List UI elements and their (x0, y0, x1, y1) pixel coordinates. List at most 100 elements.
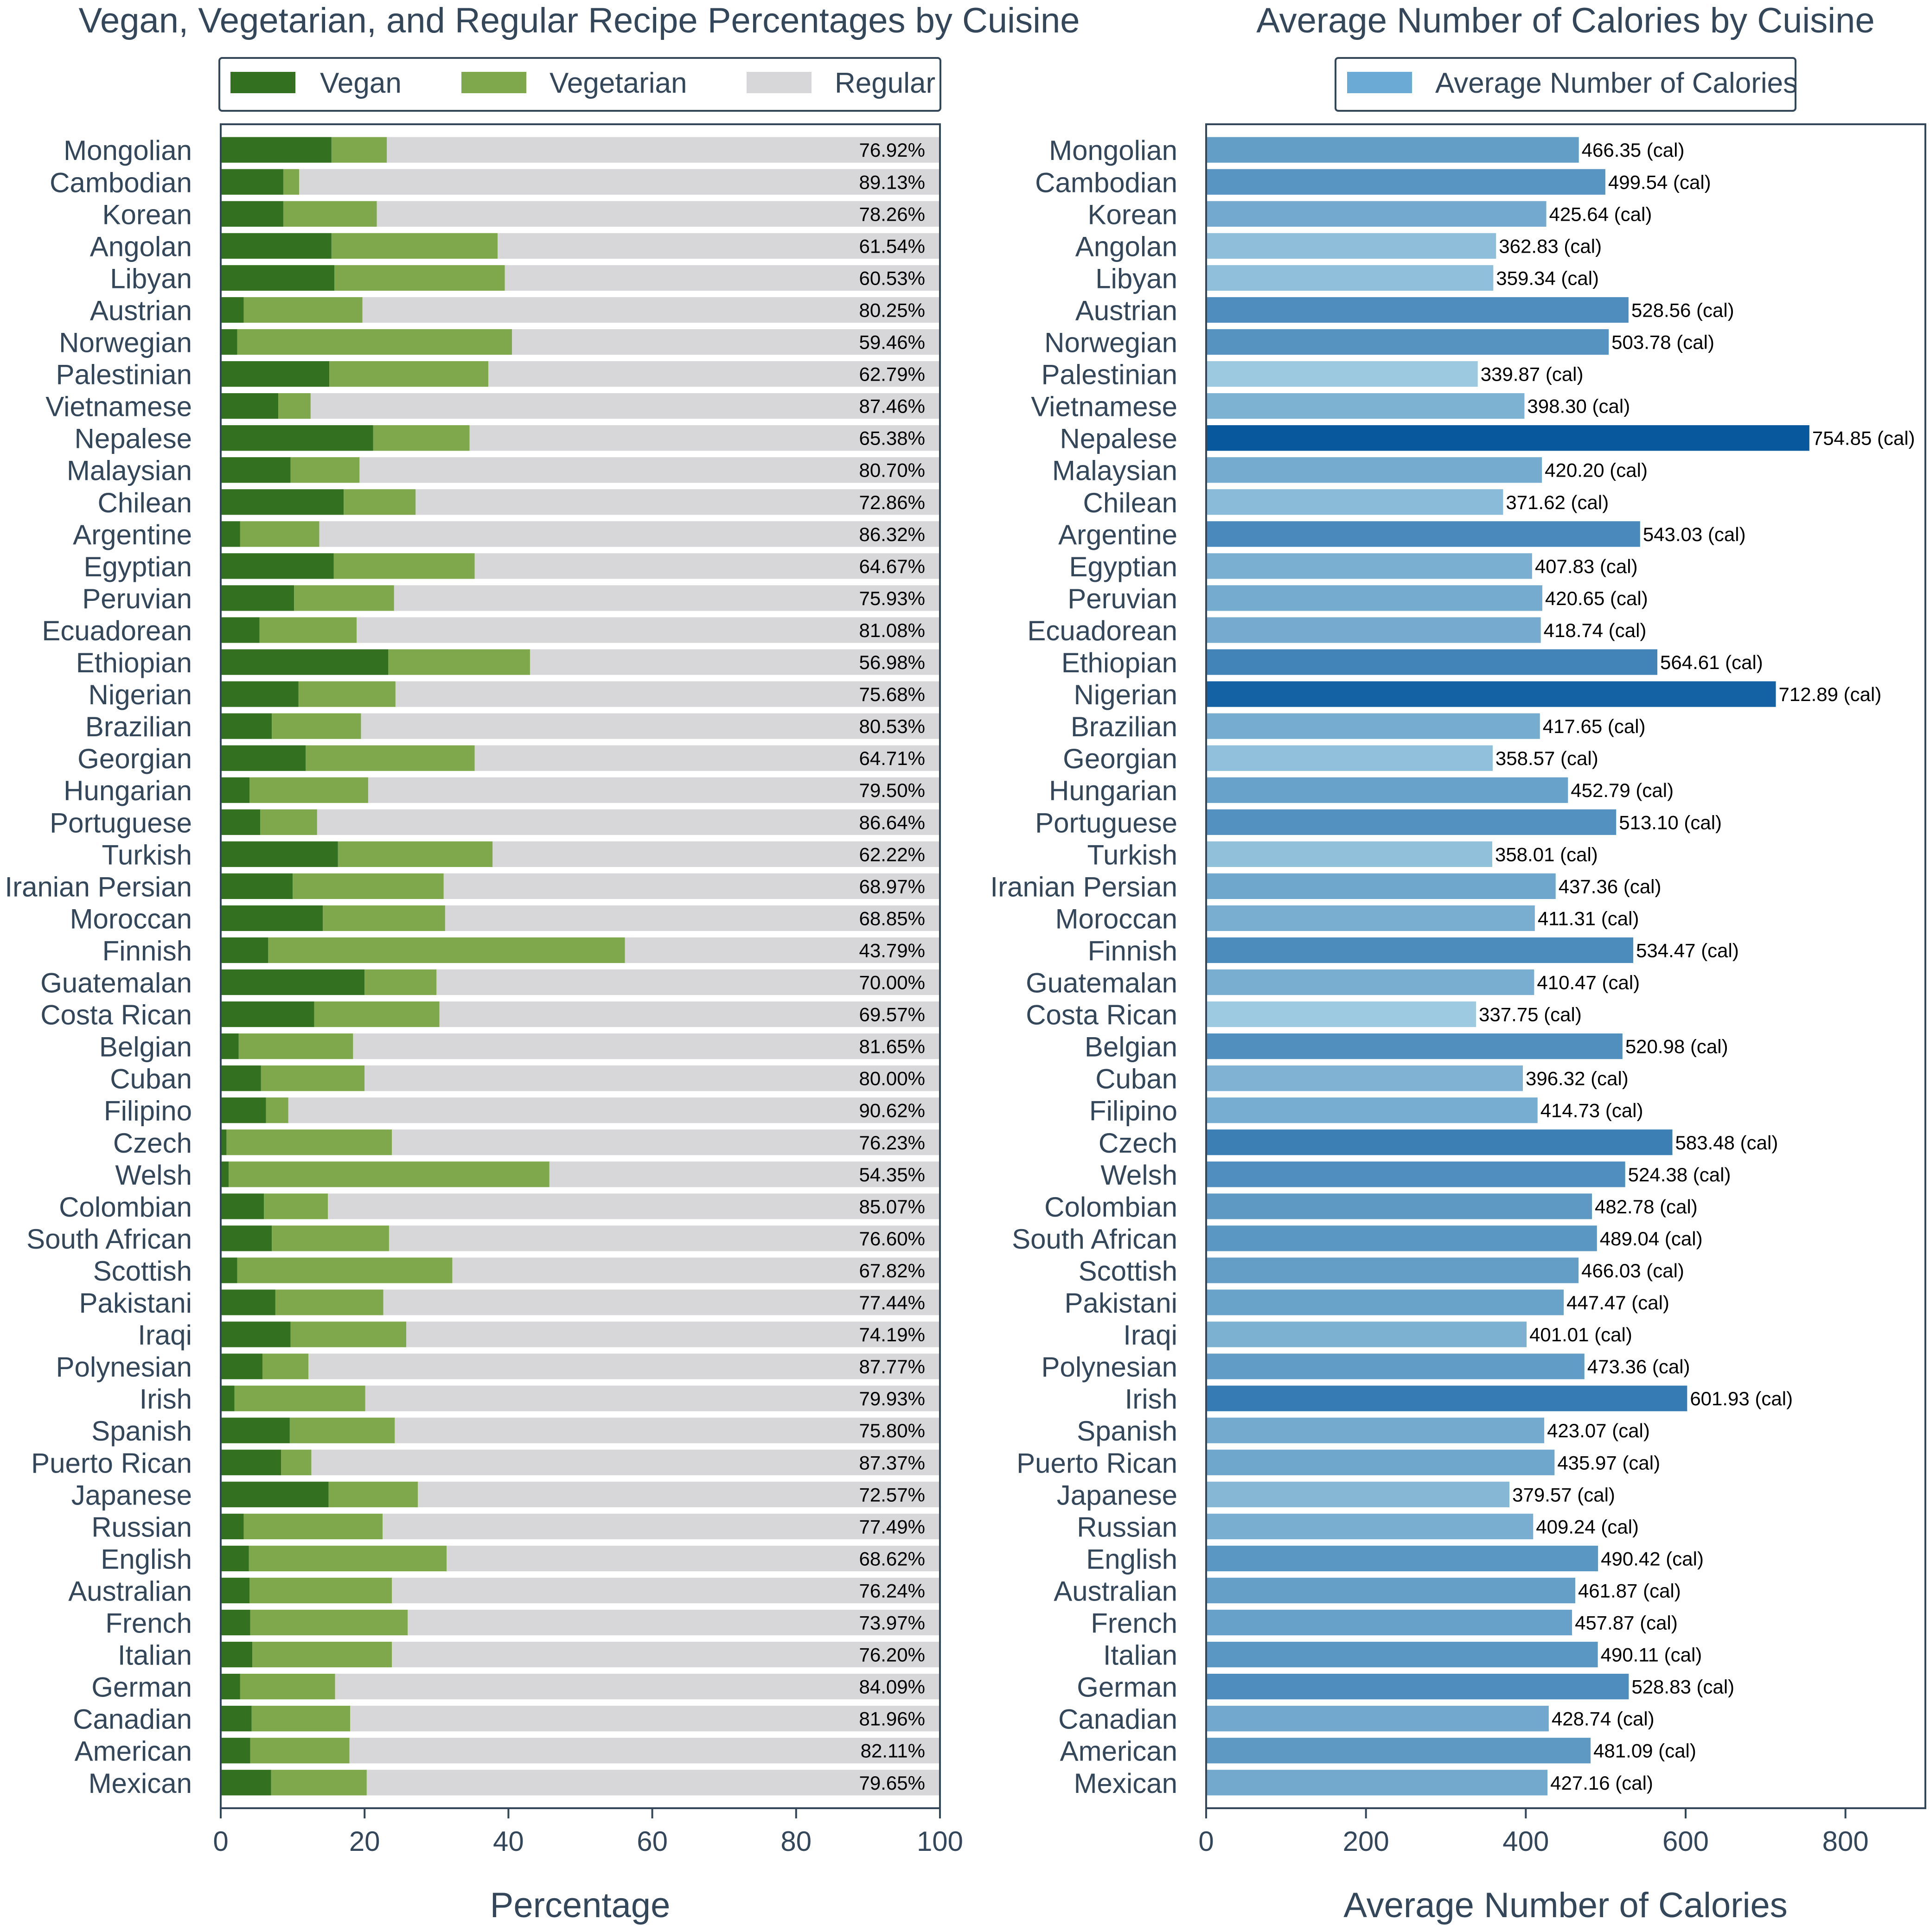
y-tick-label-scottish: Scottish (93, 1256, 192, 1287)
bar-vegan-ethiopian (221, 649, 389, 675)
y-tick-label-egyptian: Egyptian (1069, 551, 1178, 582)
data-label-calories-chilean: 371.62 (cal) (1506, 491, 1609, 513)
data-label-regular-english: 68.62% (859, 1548, 925, 1569)
bar-regular-nepalese (469, 425, 940, 451)
y-tick-label-malaysian: Malaysian (67, 455, 192, 486)
data-label-calories-belgian: 520.98 (cal) (1625, 1036, 1728, 1058)
y-tick-label-nigerian: Nigerian (89, 679, 192, 710)
data-label-calories-south-african: 489.04 (cal) (1600, 1228, 1703, 1250)
y-tick-label-libyan: Libyan (1095, 263, 1177, 294)
data-label-calories-italian: 490.11 (cal) (1601, 1644, 1702, 1666)
data-label-calories-angolan: 362.83 (cal) (1499, 235, 1602, 257)
bar-vegan-turkish (221, 841, 338, 867)
bar-vegan-georgian (221, 745, 306, 771)
bar-regular-puerto-rican (311, 1449, 940, 1475)
legend-label-vegan: Vegan (320, 67, 402, 99)
bar-regular-hungarian (368, 777, 940, 803)
y-tick-label-nepalese: Nepalese (74, 423, 192, 454)
bar-vegan-mongolian (221, 137, 332, 163)
data-label-calories-iraqi: 401.01 (cal) (1529, 1324, 1632, 1345)
bar-vegan-canadian (221, 1706, 252, 1732)
right-chart-title: Average Number of Calories by Cuisine (1256, 1, 1874, 40)
y-tick-label-cuban: Cuban (110, 1064, 192, 1095)
y-tick-label-american: American (1060, 1736, 1177, 1767)
data-label-calories-pakistani: 447.47 (cal) (1566, 1292, 1669, 1314)
bar-vegetarian-turkish (338, 841, 493, 867)
data-label-regular-libyan: 60.53% (859, 267, 925, 289)
bar-vegetarian-mongolian (331, 137, 387, 163)
bar-vegetarian-egyptian (333, 553, 475, 579)
y-tick-label-mexican: Mexican (89, 1768, 192, 1799)
bar-calories-argentine (1206, 521, 1640, 547)
x-tick-label-60: 60 (637, 1826, 668, 1857)
y-tick-label-scottish: Scottish (1079, 1256, 1177, 1287)
data-label-regular-austrian: 80.25% (859, 299, 925, 321)
y-tick-label-libyan: Libyan (110, 263, 192, 294)
bar-vegan-spanish (221, 1417, 290, 1443)
y-tick-label-norwegian: Norwegian (59, 327, 192, 358)
x-tick-label-40: 40 (493, 1826, 524, 1857)
y-tick-label-italian: Italian (118, 1640, 192, 1671)
bar-vegan-portuguese (221, 809, 261, 835)
data-label-regular-georgian: 64.71% (859, 747, 925, 769)
y-tick-label-cambodian: Cambodian (50, 167, 192, 198)
bar-calories-irish (1206, 1385, 1687, 1411)
bar-calories-mongolian (1206, 137, 1579, 163)
y-tick-label-filipino: Filipino (104, 1096, 192, 1127)
legend-label-regular: Regular (835, 67, 935, 99)
y-tick-label-canadian: Canadian (1058, 1704, 1177, 1735)
left-x-axis-label: Percentage (490, 1886, 671, 1925)
y-tick-label-moroccan: Moroccan (70, 903, 192, 934)
bar-regular-vietnamese (310, 393, 940, 419)
data-label-calories-welsh: 524.38 (cal) (1628, 1164, 1731, 1186)
data-label-regular-mongolian: 76.92% (859, 139, 925, 161)
bar-vegan-australian (221, 1577, 250, 1604)
bar-regular-portuguese (317, 809, 940, 835)
bar-vegan-german (221, 1673, 240, 1700)
y-tick-label-german: German (91, 1672, 192, 1703)
bar-vegetarian-libyan (334, 265, 505, 291)
bar-calories-japanese (1206, 1481, 1510, 1507)
data-label-regular-costa-rican: 69.57% (859, 1004, 925, 1026)
bar-calories-austrian (1206, 297, 1629, 323)
bar-vegetarian-argentine (240, 521, 320, 547)
data-label-calories-egyptian: 407.83 (cal) (1535, 555, 1638, 577)
bar-calories-ethiopian (1206, 649, 1658, 675)
bar-vegan-nepalese (221, 425, 373, 451)
left-legend-box (218, 57, 941, 112)
data-label-regular-malaysian: 80.70% (859, 459, 925, 481)
y-tick-label-angolan: Angolan (1075, 231, 1177, 262)
right-legend-box (1335, 57, 1796, 112)
right-chart-panel: Average Number of Calories by Cuisine Av… (990, 1, 1926, 1925)
y-tick-label-portuguese: Portuguese (1035, 807, 1177, 838)
y-tick-label-vietnamese: Vietnamese (1031, 391, 1177, 422)
bar-calories-english (1206, 1545, 1598, 1572)
bar-regular-cuban (364, 1065, 940, 1091)
bar-regular-italian (392, 1641, 940, 1668)
bar-vegan-malaysian (221, 457, 291, 483)
bar-calories-vietnamese (1206, 393, 1525, 419)
y-tick-label-iranian-persian: Iranian Persian (990, 871, 1177, 902)
bar-regular-georgian (474, 745, 940, 771)
data-label-calories-german: 528.83 (cal) (1631, 1676, 1734, 1698)
bar-vegan-pakistani (221, 1289, 275, 1315)
bar-vegan-finnish (221, 937, 268, 963)
data-label-calories-australian: 461.87 (cal) (1578, 1580, 1681, 1601)
x-tick-label-200: 200 (1343, 1826, 1389, 1857)
bar-regular-spanish (395, 1417, 940, 1443)
bar-vegetarian-finnish (268, 937, 625, 963)
data-label-calories-hungarian: 452.79 (cal) (1571, 779, 1674, 801)
y-tick-label-angolan: Angolan (90, 231, 192, 262)
y-tick-label-canadian: Canadian (73, 1704, 192, 1735)
bar-regular-mongolian (387, 137, 940, 163)
data-label-calories-japanese: 379.57 (cal) (1512, 1484, 1615, 1505)
bar-calories-nigerian (1206, 681, 1776, 707)
y-tick-label-iraqi: Iraqi (1123, 1320, 1177, 1351)
bar-vegan-austrian (221, 297, 244, 323)
bar-regular-south-african (389, 1225, 940, 1251)
y-tick-label-guatemalan: Guatemalan (1026, 968, 1177, 999)
y-tick-label-australian: Australian (68, 1575, 192, 1607)
data-label-calories-brazilian: 417.65 (cal) (1543, 715, 1646, 737)
data-label-regular-ethiopian: 56.98% (859, 651, 925, 673)
